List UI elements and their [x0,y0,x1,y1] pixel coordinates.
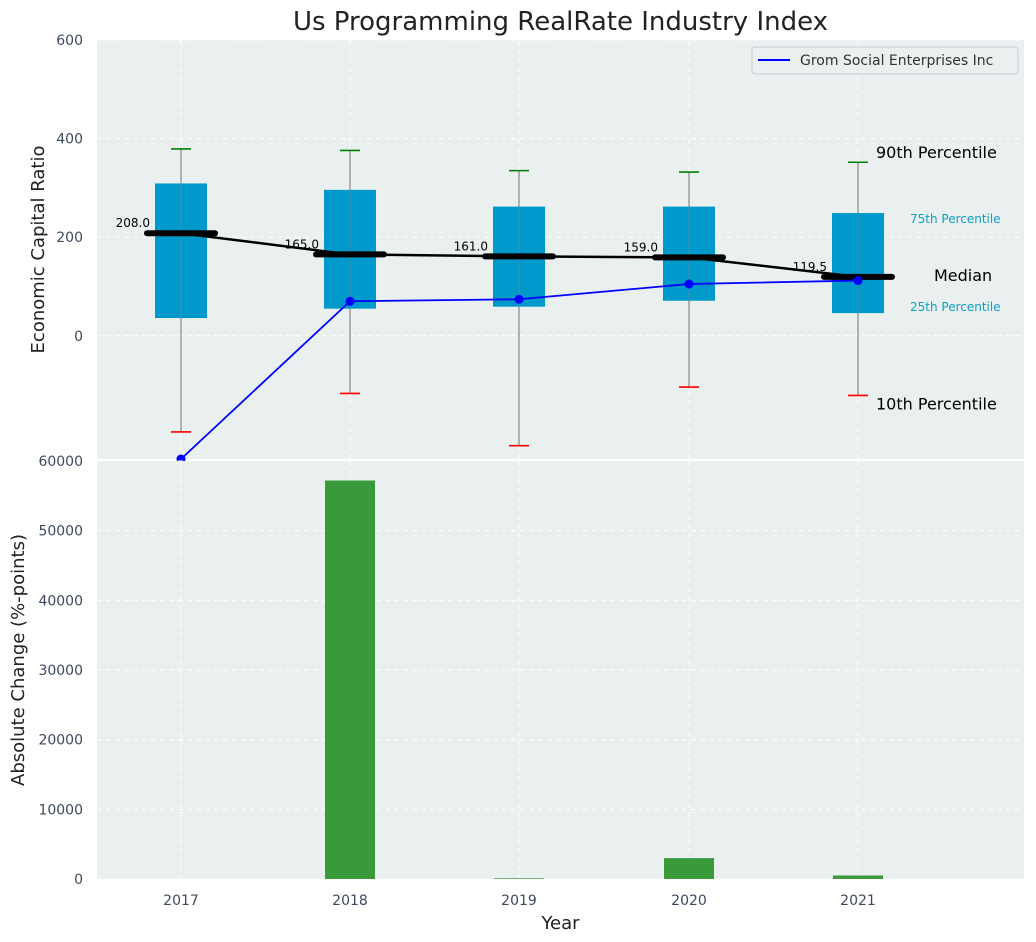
legend: Grom Social Enterprises Inc [751,46,1019,75]
change-bar [833,875,883,879]
top-y-tick-label: 200 [56,230,83,246]
x-axis-label: Year [540,913,580,934]
company-series-point [345,296,355,306]
annotation-75th-percentile: 75th Percentile [910,212,1001,226]
bottom-y-tick-label: 10000 [38,802,83,818]
company-series-point [684,279,694,289]
change-bar [664,858,714,879]
x-tick-label: 2019 [501,893,537,909]
chart-title: Us Programming RealRate Industry Index [293,7,828,37]
bottom-y-tick-label: 20000 [38,733,83,749]
median-value-label: 208.0 [116,216,150,230]
annotation-median: Median [934,266,992,285]
bottom-y-tick-label: 30000 [38,663,83,679]
company-series-point [514,294,524,304]
bottom-y-tick-label: 0 [74,872,83,888]
legend-label: Grom Social Enterprises Inc [800,53,993,69]
x-tick-label: 2021 [840,893,876,909]
change-bar [325,480,375,879]
annotation-90th-percentile: 90th Percentile [876,143,997,162]
bar-chart-panel: 0 10000 20000 30000 40000 50000 60000 2017 2018 2… [8,454,1024,934]
change-bar [494,878,544,879]
top-y-tick-label: 600 [56,33,83,49]
top-y-axis-label: Economic Capital Ratio [28,146,49,354]
top-y-tick-label: 400 [56,132,83,148]
annotation-10th-percentile: 10th Percentile [876,394,997,413]
x-tick-label: 2017 [163,893,199,909]
bottom-y-tick-label: 60000 [38,454,83,470]
box-plot-panel: 0 200 400 600 Us Programming RealRate Indust… [28,7,1024,464]
annotation-25th-percentile: 25th Percentile [910,300,1001,314]
median-value-label: 159.0 [624,240,658,254]
x-tick-label: 2018 [332,893,368,909]
median-value-label: 165.0 [285,237,319,251]
legend-box [751,46,1019,75]
bottom-y-axis-label: Absolute Change (%-points) [8,534,29,786]
bottom-y-tick-label: 50000 [38,524,83,540]
top-y-tick-label: 0 [74,329,83,345]
company-series-point [853,276,863,286]
x-tick-label: 2020 [671,893,707,909]
median-value-label: 161.0 [454,239,488,253]
bottom-y-tick-label: 40000 [38,593,83,609]
median-value-label: 119.5 [793,260,827,274]
